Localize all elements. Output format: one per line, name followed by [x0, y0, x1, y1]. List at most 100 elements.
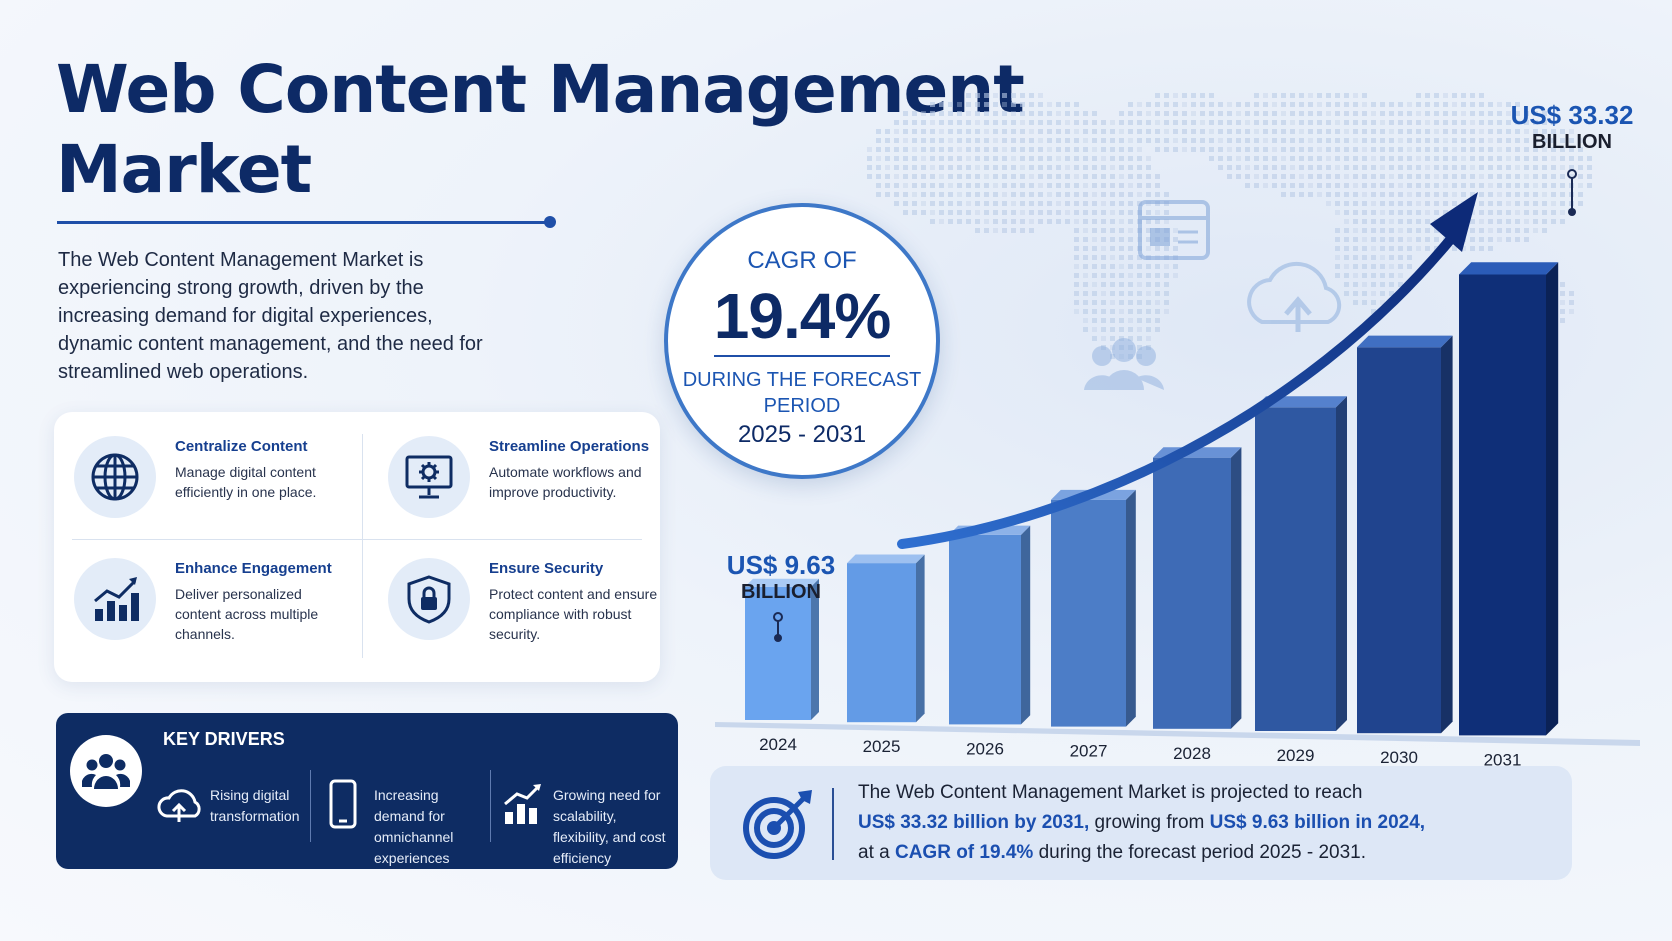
x-tick-label: 2029: [1277, 746, 1315, 765]
map-dot: [1398, 156, 1403, 161]
map-dot: [1344, 291, 1349, 296]
map-dot: [1389, 201, 1394, 206]
map-dot: [1353, 120, 1358, 125]
map-dot: [1551, 192, 1556, 197]
map-dot: [1002, 93, 1007, 98]
map-dot: [1353, 156, 1358, 161]
map-dot: [1362, 273, 1367, 278]
map-dot: [1227, 165, 1232, 170]
map-dot: [1065, 129, 1070, 134]
map-dot: [1137, 345, 1142, 350]
map-dot: [1101, 228, 1106, 233]
map-dot: [1479, 147, 1484, 152]
map-dot: [1110, 282, 1115, 287]
map-dot: [1083, 237, 1088, 242]
map-dot: [1425, 183, 1430, 188]
map-dot: [939, 174, 944, 179]
map-dot: [1407, 165, 1412, 170]
map-dot: [1137, 336, 1142, 341]
map-dot: [1515, 228, 1520, 233]
map-dot: [1272, 156, 1277, 161]
key-drivers-title: KEY DRIVERS: [163, 729, 285, 749]
map-dot: [1425, 237, 1430, 242]
map-dot: [1011, 156, 1016, 161]
map-dot: [1164, 282, 1169, 287]
map-dot: [1461, 165, 1466, 170]
map-dot: [1092, 237, 1097, 242]
map-dot: [1164, 264, 1169, 269]
map-dot: [1326, 201, 1331, 206]
feature-title: Ensure Security: [489, 560, 604, 577]
map-dot: [1542, 156, 1547, 161]
map-dot: [1173, 273, 1178, 278]
map-dot: [1371, 300, 1376, 305]
map-dot: [1389, 156, 1394, 161]
map-dot: [1398, 210, 1403, 215]
map-dot: [1362, 264, 1367, 269]
map-dot: [1011, 228, 1016, 233]
map-dot: [966, 129, 971, 134]
map-dot: [1290, 165, 1295, 170]
map-dot: [1038, 165, 1043, 170]
map-dot: [1470, 102, 1475, 107]
map-dot: [1470, 237, 1475, 242]
map-dot: [1560, 147, 1565, 152]
map-dot: [1083, 228, 1088, 233]
map-dot: [1326, 183, 1331, 188]
map-dot: [1128, 165, 1133, 170]
map-dot: [1308, 102, 1313, 107]
map-dot: [1263, 147, 1268, 152]
map-dot: [1074, 264, 1079, 269]
map-dot: [1146, 336, 1151, 341]
map-dot: [1515, 129, 1520, 134]
map-dot: [1047, 147, 1052, 152]
map-dot: [1407, 102, 1412, 107]
map-dot: [1083, 219, 1088, 224]
map-dot: [1533, 219, 1538, 224]
map-dot: [1056, 183, 1061, 188]
map-dot: [1299, 147, 1304, 152]
map-dot: [1056, 111, 1061, 116]
map-dot: [1290, 147, 1295, 152]
map-dot: [1029, 174, 1034, 179]
map-dot: [948, 192, 953, 197]
map-dot: [1119, 300, 1124, 305]
map-dot: [1461, 183, 1466, 188]
map-dot: [1002, 120, 1007, 125]
cagr-period: 2025 - 2031: [737, 421, 867, 448]
map-dot: [1047, 111, 1052, 116]
map-dot: [1488, 129, 1493, 134]
map-dot: [1038, 93, 1043, 98]
map-dot: [1128, 273, 1133, 278]
map-dot: [1380, 300, 1385, 305]
map-dot: [1371, 192, 1376, 197]
map-dot: [1425, 138, 1430, 143]
map-dot: [1317, 138, 1322, 143]
map-dot: [1290, 120, 1295, 125]
map-dot: [1065, 210, 1070, 215]
growth-trend-arrowhead: [1430, 192, 1478, 252]
map-dot: [1560, 129, 1565, 134]
features-divider-horizontal: [72, 539, 642, 540]
map-dot: [1398, 282, 1403, 287]
map-dot: [966, 201, 971, 206]
map-dot: [1515, 183, 1520, 188]
map-dot: [1524, 183, 1529, 188]
map-dot: [1308, 156, 1313, 161]
map-dot: [1182, 93, 1187, 98]
map-dot: [1128, 192, 1133, 197]
map-dot: [1038, 174, 1043, 179]
map-dot: [1524, 210, 1529, 215]
map-dot: [1479, 183, 1484, 188]
cloud-upload-icon: [154, 779, 204, 829]
map-dot: [1290, 192, 1295, 197]
map-dot: [1533, 183, 1538, 188]
map-dot: [1146, 300, 1151, 305]
map-dot: [1299, 165, 1304, 170]
map-dot: [1263, 102, 1268, 107]
map-dot: [1479, 237, 1484, 242]
map-dot: [1092, 318, 1097, 323]
map-dot: [975, 93, 980, 98]
map-dot: [1101, 246, 1106, 251]
map-dot: [1506, 138, 1511, 143]
